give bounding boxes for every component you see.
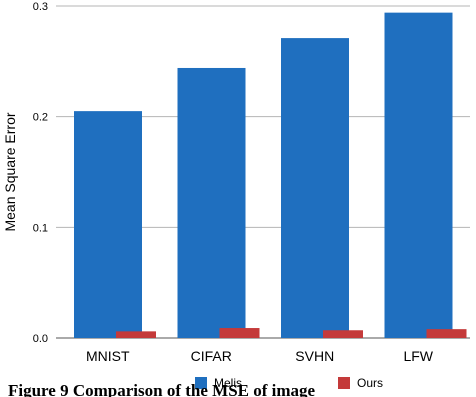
x-tick-label: LFW — [403, 348, 433, 364]
legend-swatch-melis — [195, 377, 207, 389]
bar-ours-lfw — [426, 329, 467, 338]
legend: Melis Ours — [195, 376, 383, 390]
bar-melis-mnist — [74, 111, 142, 338]
bar-ours-mnist — [116, 331, 156, 338]
y-axis-ticks: 0.0 0.1 0.2 0.3 — [33, 1, 48, 345]
bar-ours-cifar — [219, 328, 260, 338]
bar-melis-svhn — [281, 38, 349, 339]
figure-caption: Figure 9 Comparison of the MSE of image — [8, 381, 316, 397]
x-axis-ticks: MNIST CIFAR SVHN LFW — [86, 348, 434, 364]
y-tick-label: 0.3 — [33, 1, 48, 13]
x-tick-label: CIFAR — [191, 348, 232, 364]
bar-melis-cifar — [177, 67, 246, 339]
bars — [74, 12, 467, 339]
legend-label-melis: Melis — [214, 376, 242, 390]
y-tick-label: 0.0 — [33, 333, 48, 345]
bar-ours-svhn — [323, 330, 363, 338]
legend-swatch-ours — [338, 377, 350, 389]
y-tick-label: 0.2 — [33, 112, 48, 124]
x-tick-label: MNIST — [86, 348, 130, 364]
x-tick-label: SVHN — [295, 348, 334, 364]
y-axis-label: Mean Square Error — [2, 112, 18, 231]
legend-label-ours: Ours — [357, 376, 383, 390]
bar-melis-lfw — [384, 12, 453, 338]
y-tick-label: 0.1 — [33, 222, 48, 234]
